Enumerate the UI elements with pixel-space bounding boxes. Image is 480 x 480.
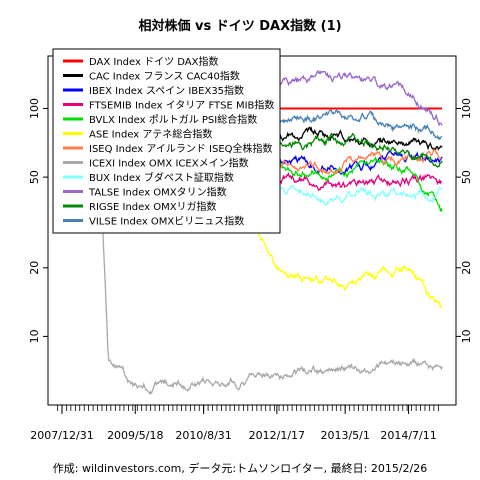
x-tick-label: 2013/5/1	[320, 429, 369, 442]
x-tick-label: 2014/7/11	[380, 429, 436, 442]
series-line	[61, 107, 443, 395]
y-tick-label-left: 20	[28, 261, 41, 275]
axis-layer: 10 10 20 20 50 50 100 100 2007/12/31 2009/5/18 201…	[28, 98, 473, 442]
x-tick-label: 2012/1/17	[249, 429, 305, 442]
legend-label: IBEX Index スペイン IBEX35指数	[89, 84, 244, 97]
y-tick-label-left: 10	[28, 329, 41, 343]
legend-label: ISEQ Index アイルランド ISEQ全株指数	[89, 142, 273, 155]
y-tick-label-right: 50	[460, 170, 473, 184]
legend-label: FTSEMIB Index イタリア FTSE MIB指数	[89, 99, 274, 112]
legend-label: VILSE Index OMXビリニュス指数	[89, 215, 244, 228]
y-tick-label-right: 20	[460, 261, 473, 275]
x-tick-label: 2007/12/31	[30, 429, 93, 442]
y-tick-label-right: 10	[460, 329, 473, 343]
legend-label: RIGSE Index OMXリガ指数	[89, 200, 217, 213]
legend-label: BVLX Index ポルトガル PSI総合指数	[89, 113, 257, 126]
legend-label: CAC Index フランス CAC40指数	[89, 70, 240, 83]
x-tick-label: 2009/5/18	[107, 429, 163, 442]
legend-box	[52, 48, 281, 234]
x-tick-label: 2010/8/31	[175, 429, 231, 442]
y-tick-label-left: 50	[28, 170, 41, 184]
y-tick-label-right: 100	[460, 98, 473, 119]
y-tick-label-left: 100	[28, 98, 41, 119]
legend-label: ICEXI Index OMX ICEXメイン指数	[89, 157, 249, 170]
legend: DAX Index ドイツ DAX指数 CAC Index フランス CAC40指…	[52, 48, 281, 234]
legend-label: DAX Index ドイツ DAX指数	[89, 55, 219, 68]
legend-label: ASE Index アテネ総合指数	[89, 128, 212, 141]
chart-caption: 作成: wildinvestors.com, データ元:トムソンロイター, 最終…	[53, 461, 427, 475]
legend-label: BUX Index ブダペスト証取指数	[89, 171, 234, 184]
chart-title: 相対株価 vs ドイツ DAX指数 (1)	[138, 18, 341, 34]
legend-label: TALSE Index OMXタリン指数	[88, 186, 227, 199]
